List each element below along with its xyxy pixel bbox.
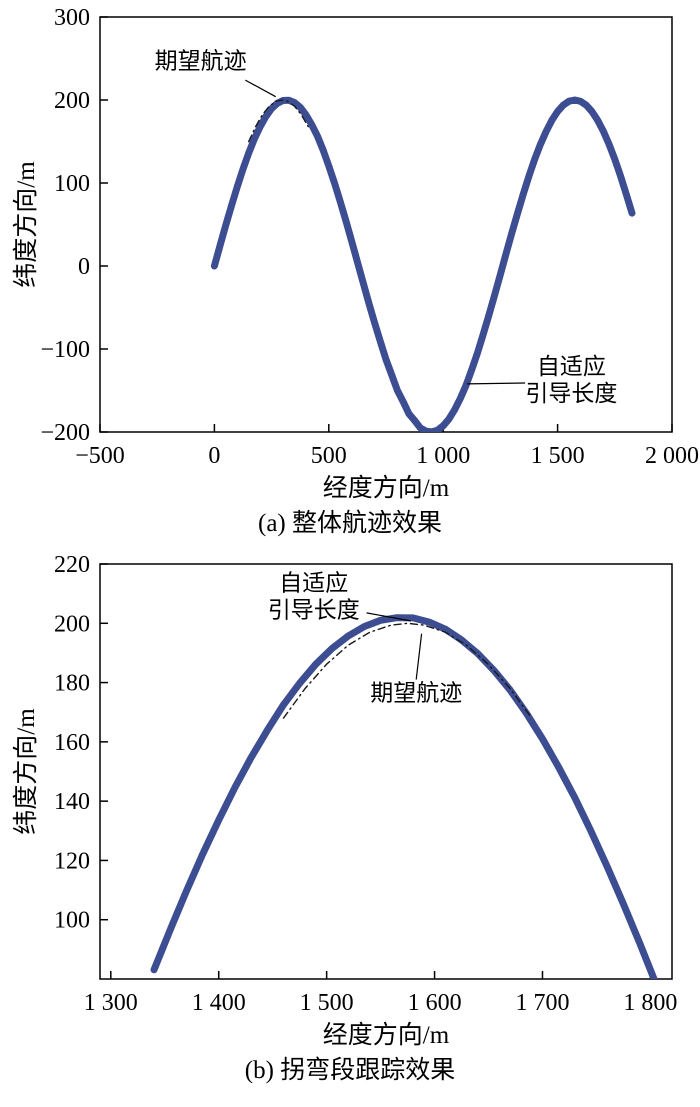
y-tick-label: −200 [40,420,90,446]
y-axis-label: 纬度方向/m [12,708,40,835]
chart-a-caption: (a) 整体航迹效果 [258,510,442,537]
chart-b-canvas: 1 300 1 400 1 500 1 600 1 700 1 800 100 120 140 1… [12,552,677,1049]
chart-b-caption: (b) 拐弯段跟踪效果 [244,1057,456,1084]
chart-a-canvas: −500 0 500 1 000 1 500 2 000−200−100010020030… [12,5,699,502]
plot-frame [99,563,673,980]
plot-frame [99,16,673,433]
y-tick-label: −100 [40,337,90,363]
desired-trajectory-curve [248,99,309,143]
chart-b: 1 300 1 400 1 500 1 600 1 700 1 800 100 120 140 1… [0,549,700,1086]
annotation-leader-line [467,382,526,385]
x-tick-label: 500 [311,443,347,469]
x-tick-label: −500 [75,443,125,469]
annotation-label: 自适应 [537,354,606,379]
y-tick-label: 100 [54,171,90,197]
annotation-label: 期望航迹 [370,680,462,705]
x-tick-label: 0 [208,443,220,469]
x-tick-label: 1 500 [300,990,354,1016]
annotation-label: 引导长度 [525,381,617,406]
annotation-leader-line [366,612,411,622]
desired-trajectory-curve [282,622,533,719]
y-axis-label: 纬度方向/m [12,161,40,288]
y-tick-label: 120 [54,848,90,874]
y-tick-label: 140 [54,789,90,815]
y-tick-label: 0 [78,254,90,280]
adaptive-guidance-trajectory-curve [210,96,636,432]
y-tick-label: 200 [54,88,90,114]
x-axis-label: 经度方向/m [323,1021,450,1049]
adaptive-guidance-trajectory-curve [150,614,658,979]
annotation-leader-line [415,633,423,680]
y-tick-label: 180 [54,671,90,697]
chart-a: −500 0 500 1 000 1 500 2 000 −200 −100 0 100 200 30… [0,2,700,539]
y-tick-label: 100 [54,908,90,934]
x-tick-label: 1 300 [84,990,138,1016]
annotation-label: 自适应 [279,571,348,596]
annotation-leader-line [245,79,276,98]
x-tick-label: 1 700 [515,990,569,1016]
annotation-label: 期望航迹 [155,48,247,73]
x-axis-label: 经度方向/m [323,474,450,502]
y-tick-label: 160 [54,730,90,756]
y-tick-label: 200 [54,611,90,637]
x-tick-label: 1 000 [416,443,470,469]
x-tick-label: 2 000 [645,443,699,469]
x-tick-label: 1 400 [192,990,246,1016]
x-tick-label: 1 600 [408,990,462,1016]
y-tick-label: 300 [54,5,90,31]
annotation-label: 引导长度 [268,598,360,623]
x-tick-label: 1 500 [531,443,585,469]
x-tick-label: 1 800 [623,990,677,1016]
y-tick-label: 220 [54,552,90,578]
